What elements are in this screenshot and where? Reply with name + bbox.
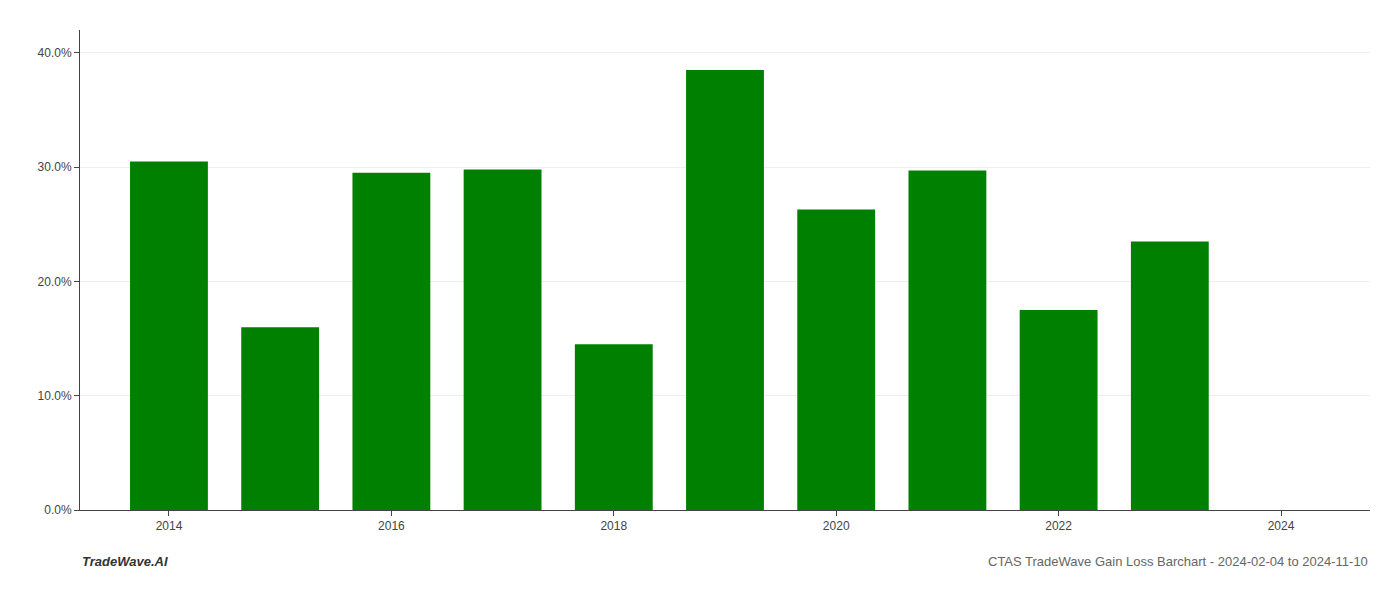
svg-text:40.0%: 40.0% — [38, 46, 72, 60]
svg-text:2016: 2016 — [378, 519, 405, 533]
svg-text:2014: 2014 — [156, 519, 183, 533]
svg-text:2018: 2018 — [600, 519, 627, 533]
svg-text:30.0%: 30.0% — [38, 160, 72, 174]
svg-text:2022: 2022 — [1045, 519, 1072, 533]
svg-text:10.0%: 10.0% — [38, 389, 72, 403]
svg-text:2024: 2024 — [1268, 519, 1295, 533]
svg-text:2020: 2020 — [823, 519, 850, 533]
svg-text:CTAS TradeWave Gain Loss Barch: CTAS TradeWave Gain Loss Barchart - 2024… — [988, 554, 1368, 569]
svg-text:20.0%: 20.0% — [38, 275, 72, 289]
svg-text:TradeWave.AI: TradeWave.AI — [82, 554, 168, 569]
svg-text:0.0%: 0.0% — [44, 503, 72, 517]
